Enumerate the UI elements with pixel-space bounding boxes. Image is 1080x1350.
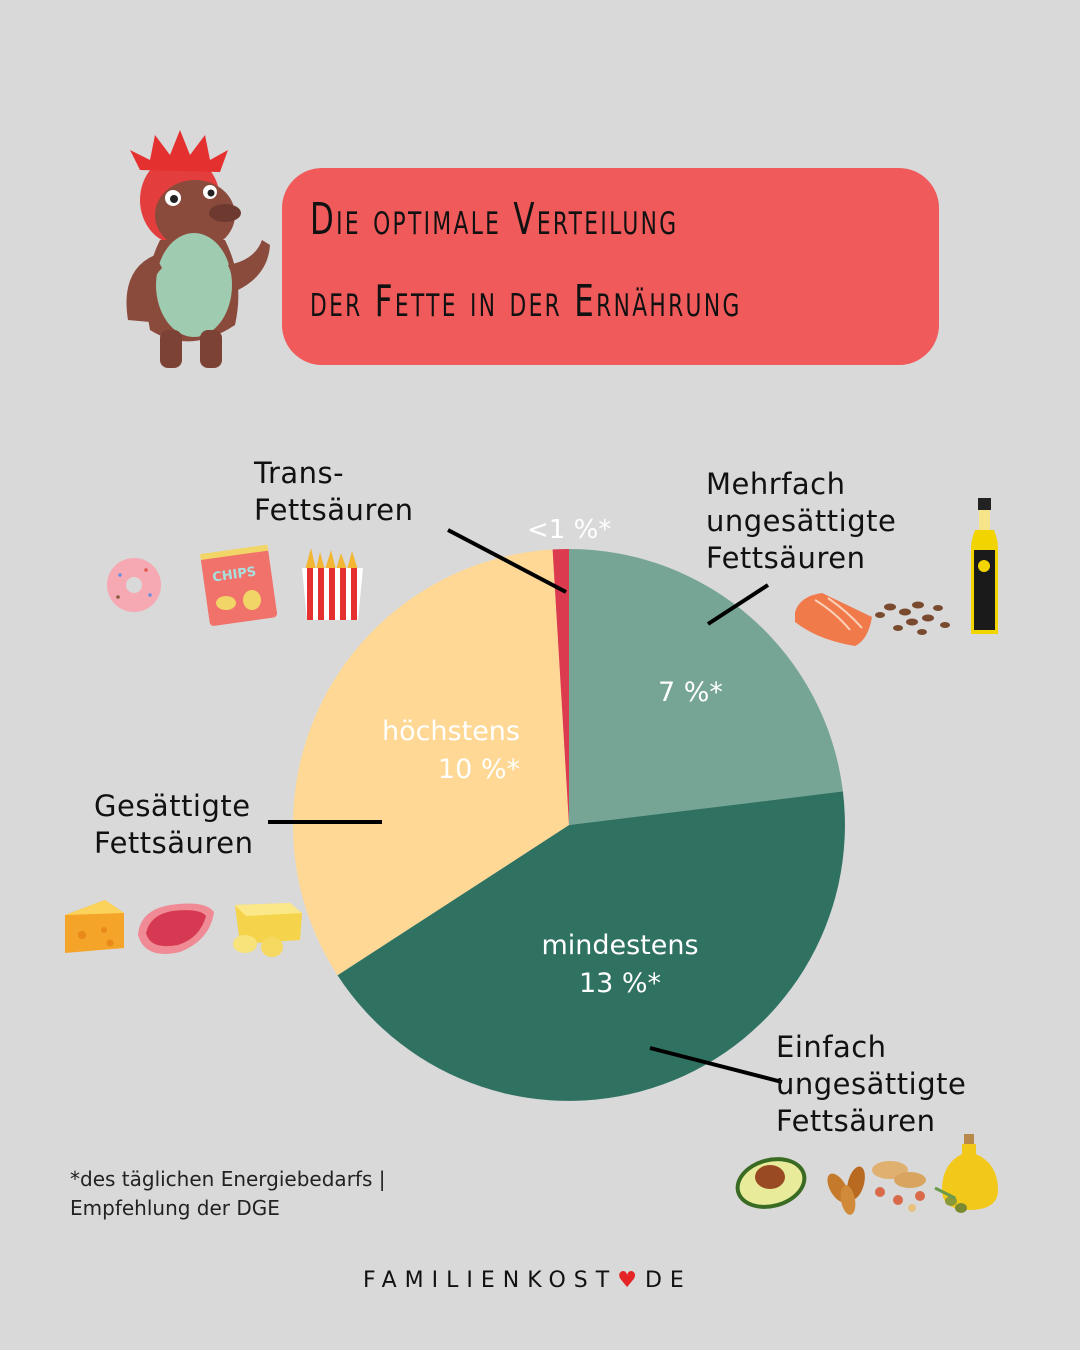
footnote: *des täglichen Energiebedarfs | Empfehlu… bbox=[70, 1165, 385, 1223]
title-line-2: der Fette in der Ernährung bbox=[310, 276, 742, 327]
rapeseed-oil-bottle-icon bbox=[971, 498, 998, 634]
pie-slice-mono[interactable] bbox=[337, 791, 845, 1101]
leader-poly bbox=[706, 583, 770, 626]
footnote-line1: *des täglichen Energiebedarfs | bbox=[70, 1167, 386, 1191]
pie-slice-saturated[interactable] bbox=[292, 549, 569, 976]
value-mono-line2: 13 %* bbox=[578, 968, 662, 999]
label-trans-line2: Fettsäuren bbox=[254, 493, 414, 527]
donut-icon bbox=[107, 558, 161, 612]
nuts-icon bbox=[827, 1161, 926, 1215]
avocado-icon bbox=[735, 1157, 807, 1209]
label-trans: Trans- Fettsäuren bbox=[254, 455, 413, 529]
label-mono-line3: Fettsäuren bbox=[776, 1104, 936, 1138]
value-saturated: höchstens 10 %* bbox=[352, 713, 520, 789]
title-banner: Die optimale Verteilung der Fette in der… bbox=[282, 168, 939, 365]
label-trans-line1: Trans- bbox=[254, 456, 345, 490]
chips-bag-icon: CHIPS bbox=[200, 544, 278, 626]
label-poly-line3: Fettsäuren bbox=[706, 541, 866, 575]
value-saturated-line1: höchstens bbox=[381, 716, 520, 747]
value-trans: <1 %* bbox=[527, 515, 612, 545]
pie-slice-poly[interactable] bbox=[569, 549, 843, 825]
pie-chart bbox=[292, 549, 845, 1101]
title-line-1: Die optimale Verteilung bbox=[310, 194, 679, 245]
fries-icon bbox=[302, 548, 363, 620]
flaxseed-icon bbox=[875, 601, 950, 635]
label-poly: Mehrfach ungesättigte Fettsäuren bbox=[706, 466, 896, 577]
salmon-icon bbox=[795, 593, 872, 646]
label-mono: Einfach ungesättigte Fettsäuren bbox=[776, 1029, 966, 1140]
leader-mono bbox=[649, 1046, 783, 1084]
heart-icon: ♥ bbox=[617, 1268, 645, 1293]
label-saturated: Gesättigte Fettsäuren bbox=[94, 788, 253, 862]
brand-name: FAMILIENKOST bbox=[363, 1268, 618, 1293]
brand-logo[interactable]: FAMILIENKOST♥DE bbox=[363, 1268, 692, 1293]
label-saturated-line1: Gesättigte bbox=[94, 789, 251, 823]
cheese-icon bbox=[65, 900, 124, 953]
svg-text:CHIPS: CHIPS bbox=[211, 565, 257, 586]
leader-trans bbox=[447, 528, 567, 594]
label-poly-line1: Mehrfach bbox=[706, 467, 846, 501]
mascot-icon bbox=[126, 130, 270, 368]
label-saturated-line2: Fettsäuren bbox=[94, 826, 254, 860]
leader-lines bbox=[268, 528, 783, 1084]
value-mono: mindestens 13 %* bbox=[520, 927, 720, 1003]
pie-slice-trans[interactable] bbox=[552, 549, 569, 825]
label-mono-line2: ungesättigte bbox=[776, 1067, 967, 1101]
value-poly: 7 %* bbox=[658, 677, 723, 708]
butter-icon bbox=[233, 903, 302, 957]
olive-oil-icon bbox=[934, 1134, 998, 1213]
value-saturated-line2: 10 %* bbox=[437, 754, 520, 785]
brand-tld: DE bbox=[644, 1268, 692, 1293]
steak-icon bbox=[138, 903, 214, 954]
label-poly-line2: ungesättigte bbox=[706, 504, 897, 538]
footnote-line2: Empfehlung der DGE bbox=[70, 1196, 280, 1220]
value-mono-line1: mindestens bbox=[541, 930, 699, 961]
label-mono-line1: Einfach bbox=[776, 1030, 887, 1064]
